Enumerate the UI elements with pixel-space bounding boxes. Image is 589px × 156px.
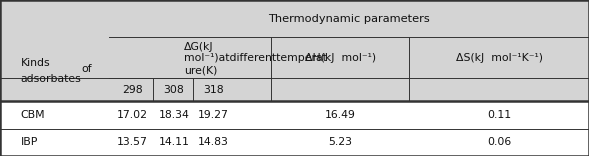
Text: ΔG(kJ: ΔG(kJ [184, 42, 214, 52]
Text: 13.57: 13.57 [117, 137, 148, 147]
Text: 0.11: 0.11 [487, 110, 511, 120]
Text: 19.27: 19.27 [198, 110, 229, 120]
Text: 18.34: 18.34 [158, 110, 189, 120]
Text: 17.02: 17.02 [117, 110, 148, 120]
Text: IBP: IBP [21, 137, 38, 147]
Text: CBM: CBM [21, 110, 45, 120]
Text: ΔS(kJ  mol⁻¹K⁻¹): ΔS(kJ mol⁻¹K⁻¹) [456, 53, 542, 63]
Text: 318: 318 [203, 85, 224, 95]
Text: 298: 298 [122, 85, 143, 95]
Text: 0.06: 0.06 [487, 137, 511, 147]
Text: adsorbates: adsorbates [21, 74, 81, 84]
Text: mol⁻¹)atdifferenttemperat: mol⁻¹)atdifferenttemperat [184, 53, 327, 63]
Text: 16.49: 16.49 [325, 110, 356, 120]
Text: Thermodynamic parameters: Thermodynamic parameters [268, 14, 430, 24]
Text: 14.11: 14.11 [158, 137, 189, 147]
Text: ΔH(kJ  mol⁻¹): ΔH(kJ mol⁻¹) [305, 53, 376, 63]
Bar [0, 101, 589, 156]
Text: Kinds: Kinds [21, 58, 50, 68]
Text: of: of [82, 64, 92, 74]
Text: ure(K): ure(K) [184, 65, 217, 75]
Text: 5.23: 5.23 [328, 137, 352, 147]
Text: 14.83: 14.83 [198, 137, 229, 147]
Text: 308: 308 [163, 85, 184, 95]
Bar [0, 0, 589, 101]
